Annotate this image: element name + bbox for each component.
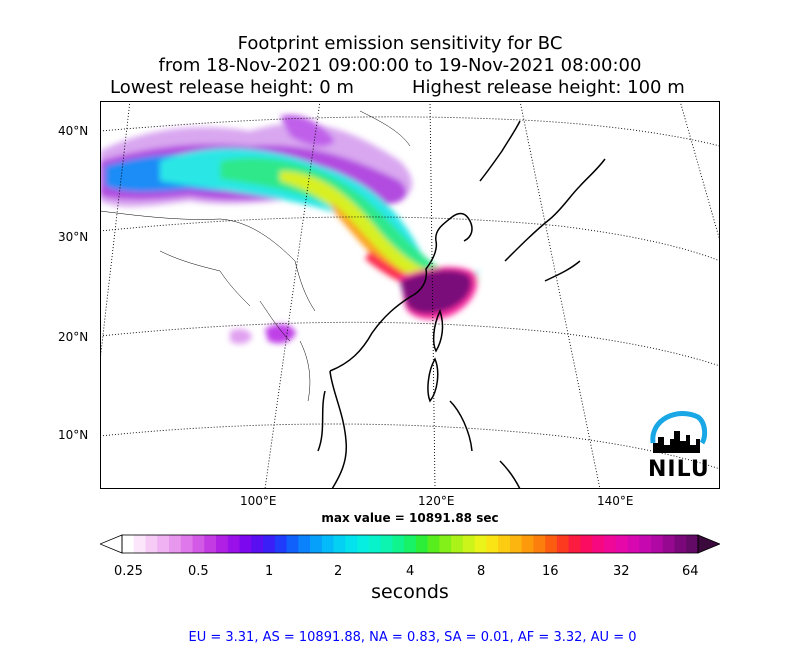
colorbar-tick-16: 16 (542, 564, 559, 579)
colorbar-cell (439, 535, 452, 553)
colorbar-cell (310, 535, 323, 553)
graticule (100, 101, 720, 489)
colorbar-cell (556, 535, 570, 553)
colorbar-cell (192, 535, 205, 553)
colorbar-cell (662, 535, 675, 553)
colorbar-cell (686, 535, 699, 553)
colorbar-cell (533, 535, 546, 553)
colorbar-cell (415, 535, 429, 553)
colorbar-cell (404, 535, 417, 553)
nilu-logo (650, 410, 708, 453)
colorbar-cell (592, 535, 605, 553)
lat-tick-20: 20°N (58, 330, 89, 344)
colorbar-cell (650, 535, 664, 553)
region-stats: EU = 3.31, AS = 10891.88, NA = 0.83, SA … (188, 630, 637, 645)
colorbar-cell (133, 535, 147, 553)
colorbar-tick-4: 4 (406, 564, 415, 579)
emission-plume (100, 114, 480, 345)
colorbar-cell (498, 535, 511, 553)
colorbar-cell (274, 535, 288, 553)
colorbar-cell (263, 535, 276, 553)
colorbar-cell (368, 535, 382, 553)
colorbar-cell (462, 535, 476, 553)
colorbar-cell (145, 535, 158, 553)
lat-tick-30: 30°N (58, 230, 89, 244)
colorbar-label: seconds (371, 581, 449, 603)
colorbar-cell (216, 535, 229, 553)
colorbar-cell (204, 535, 217, 553)
colorbar-cell (227, 535, 241, 553)
nilu-logo-text: NILU (648, 457, 710, 482)
colorbar-tick-32: 32 (613, 564, 630, 579)
colorbar-cell (321, 535, 335, 553)
colorbar-cell (180, 535, 194, 553)
colorbar-cell (545, 535, 558, 553)
colorbar-tick-0.25: 0.25 (114, 564, 143, 579)
country-borders (100, 110, 411, 402)
colorbar-cell (345, 535, 358, 553)
colorbar-cell (580, 535, 593, 553)
colorbar-cell (357, 535, 370, 553)
lat-tick-10: 10°N (58, 428, 89, 442)
colorbar-tick-1: 1 (265, 564, 274, 579)
colorbar-cell (286, 535, 299, 553)
colorbar-cell (333, 535, 346, 553)
max-value: max value = 10891.88 sec (321, 511, 499, 525)
colorbar-cell (380, 535, 393, 553)
colorbar-cell (521, 535, 534, 553)
colorbar-cell (615, 535, 628, 553)
colorbar-cell (427, 535, 440, 553)
lon-tick-140: 140°E (597, 494, 634, 508)
colorbar-cell (451, 535, 464, 553)
colorbar-cell (122, 535, 135, 553)
colorbar-cell (251, 535, 264, 553)
colorbar-cell (603, 535, 617, 553)
colorbar-cell (627, 535, 640, 553)
colorbar (100, 534, 720, 554)
colorbar-tick-2: 2 (334, 564, 343, 579)
lowest-release-height: Lowest release height: 0 m (110, 77, 354, 98)
colorbar-cell (474, 535, 487, 553)
colorbar-cell (239, 535, 252, 553)
coastlines (317, 120, 606, 489)
colorbar-cell (674, 535, 687, 553)
title-line-1: Footprint emission sensitivity for BC (237, 33, 563, 54)
lon-tick-100: 100°E (240, 494, 277, 508)
colorbar-cell (639, 535, 652, 553)
colorbar-cell (169, 535, 182, 553)
highest-release-height: Highest release height: 100 m (412, 77, 685, 98)
colorbar-cell (509, 535, 523, 553)
colorbar-tick-64: 64 (682, 564, 699, 579)
lat-tick-40: 40°N (58, 124, 89, 138)
colorbar-cell (568, 535, 581, 553)
colorbar-cell (298, 535, 311, 553)
colorbar-cell (486, 535, 499, 553)
colorbar-cell (392, 535, 405, 553)
colorbar-tick-0.5: 0.5 (188, 564, 209, 579)
footprint-map[interactable] (100, 101, 720, 489)
colorbar-cell (157, 535, 170, 553)
title-line-2: from 18-Nov-2021 09:00:00 to 19-Nov-2021… (158, 55, 642, 76)
lon-tick-120: 120°E (418, 494, 455, 508)
colorbar-tick-8: 8 (477, 564, 486, 579)
